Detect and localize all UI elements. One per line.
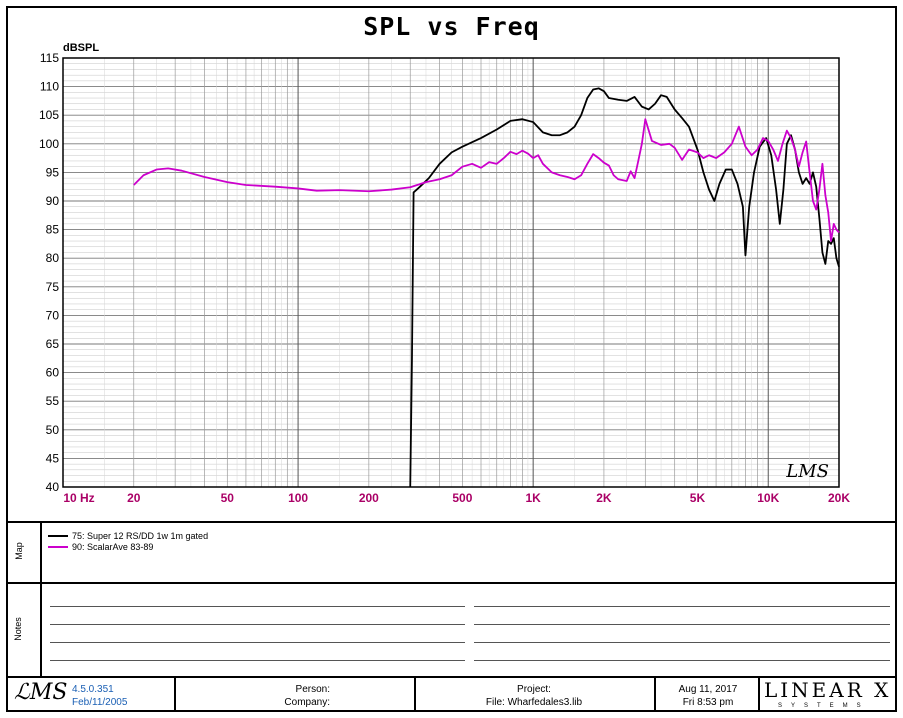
time-text: Fri 8:53 pm	[682, 697, 734, 708]
chart-map-divider	[6, 521, 897, 523]
x-tick-label: 20	[127, 491, 141, 505]
map-panel-separator	[40, 523, 42, 582]
series-line-1	[409, 87, 840, 488]
y-tick-label: 110	[40, 80, 59, 94]
footer-sep-1	[174, 678, 176, 712]
x-tick-label: 20K	[828, 491, 850, 505]
x-tick-label: 10K	[757, 491, 779, 505]
y-tick-label: 115	[40, 51, 59, 65]
notes-panel-separator	[40, 584, 42, 676]
brand-logo: LINEAR X	[764, 678, 892, 702]
y-tick-label: 50	[46, 423, 60, 437]
date-text: Aug 11, 2017	[678, 684, 738, 695]
map-notes-divider	[6, 582, 897, 584]
series-line-2	[133, 118, 840, 242]
y-tick-label: 95	[46, 165, 60, 179]
y-tick-label: 75	[46, 280, 60, 294]
footer-sep-2	[414, 678, 416, 712]
notes-rule	[474, 660, 890, 661]
file-label: File: Wharfedales3.lib	[485, 697, 583, 708]
y-tick-label: 55	[46, 394, 60, 408]
legend-swatch-magenta	[48, 546, 68, 548]
outer-frame	[6, 6, 897, 712]
x-tick-label: 5K	[690, 491, 706, 505]
x-tick-label: 100	[288, 491, 308, 505]
y-tick-label: 90	[46, 194, 60, 208]
y-tick-label: 80	[46, 251, 60, 265]
company-label: Company:	[284, 697, 330, 708]
lms-logo: ℒMS	[14, 680, 68, 705]
y-tick-label: 100	[39, 137, 59, 151]
x-tick-label: 200	[359, 491, 379, 505]
plot-area	[63, 58, 839, 487]
y-tick-label: 70	[46, 308, 60, 322]
notes-rule	[50, 624, 465, 625]
legend-item-series-1: 75: Super 12 RS/DD 1w 1m gated	[48, 531, 208, 541]
legend-label-series-1: 75: Super 12 RS/DD 1w 1m gated	[72, 531, 209, 541]
x-tick-label: 10 Hz	[63, 491, 94, 505]
y-tick-label: 85	[46, 223, 60, 237]
notes-rule	[50, 642, 465, 643]
notes-rule	[50, 660, 465, 661]
x-tick-label: 500	[452, 491, 472, 505]
legend-item-series-2: 90: ScalarAve 83-89	[48, 542, 153, 552]
notes-rule	[474, 642, 890, 643]
x-tick-label: 1K	[525, 491, 541, 505]
person-label: Person:	[295, 684, 330, 695]
x-tick-label: 50	[221, 491, 235, 505]
y-axis-label: dBSPL	[63, 42, 99, 54]
lms-watermark: LMS	[785, 461, 829, 482]
build-date-text: Feb/11/2005	[72, 697, 128, 708]
plot-border	[62, 57, 840, 488]
y-tick-label: 105	[39, 108, 59, 122]
x-tick-label: 2K	[596, 491, 612, 505]
footer-sep-3	[654, 678, 656, 712]
project-label: Project:	[517, 684, 551, 695]
map-panel-label: Map	[13, 542, 24, 560]
notes-rule	[474, 606, 890, 607]
footer-sep-4	[758, 678, 760, 712]
y-tick-label: 40	[46, 480, 60, 494]
notes-rule	[474, 624, 890, 625]
legend-swatch-black	[48, 535, 68, 537]
chart-title: SPL vs Freq	[363, 12, 540, 41]
notes-footer-divider	[6, 676, 897, 678]
legend-label-series-2: 90: ScalarAve 83-89	[72, 542, 154, 552]
y-tick-label: 65	[46, 337, 60, 351]
notes-rule	[50, 606, 465, 607]
notes-panel-label: Notes	[12, 617, 23, 641]
brand-sub-logo: SYSTEMS	[778, 703, 870, 709]
y-tick-label: 45	[46, 451, 60, 465]
y-tick-label: 60	[46, 366, 60, 380]
version-text: 4.5.0.351	[72, 684, 114, 695]
